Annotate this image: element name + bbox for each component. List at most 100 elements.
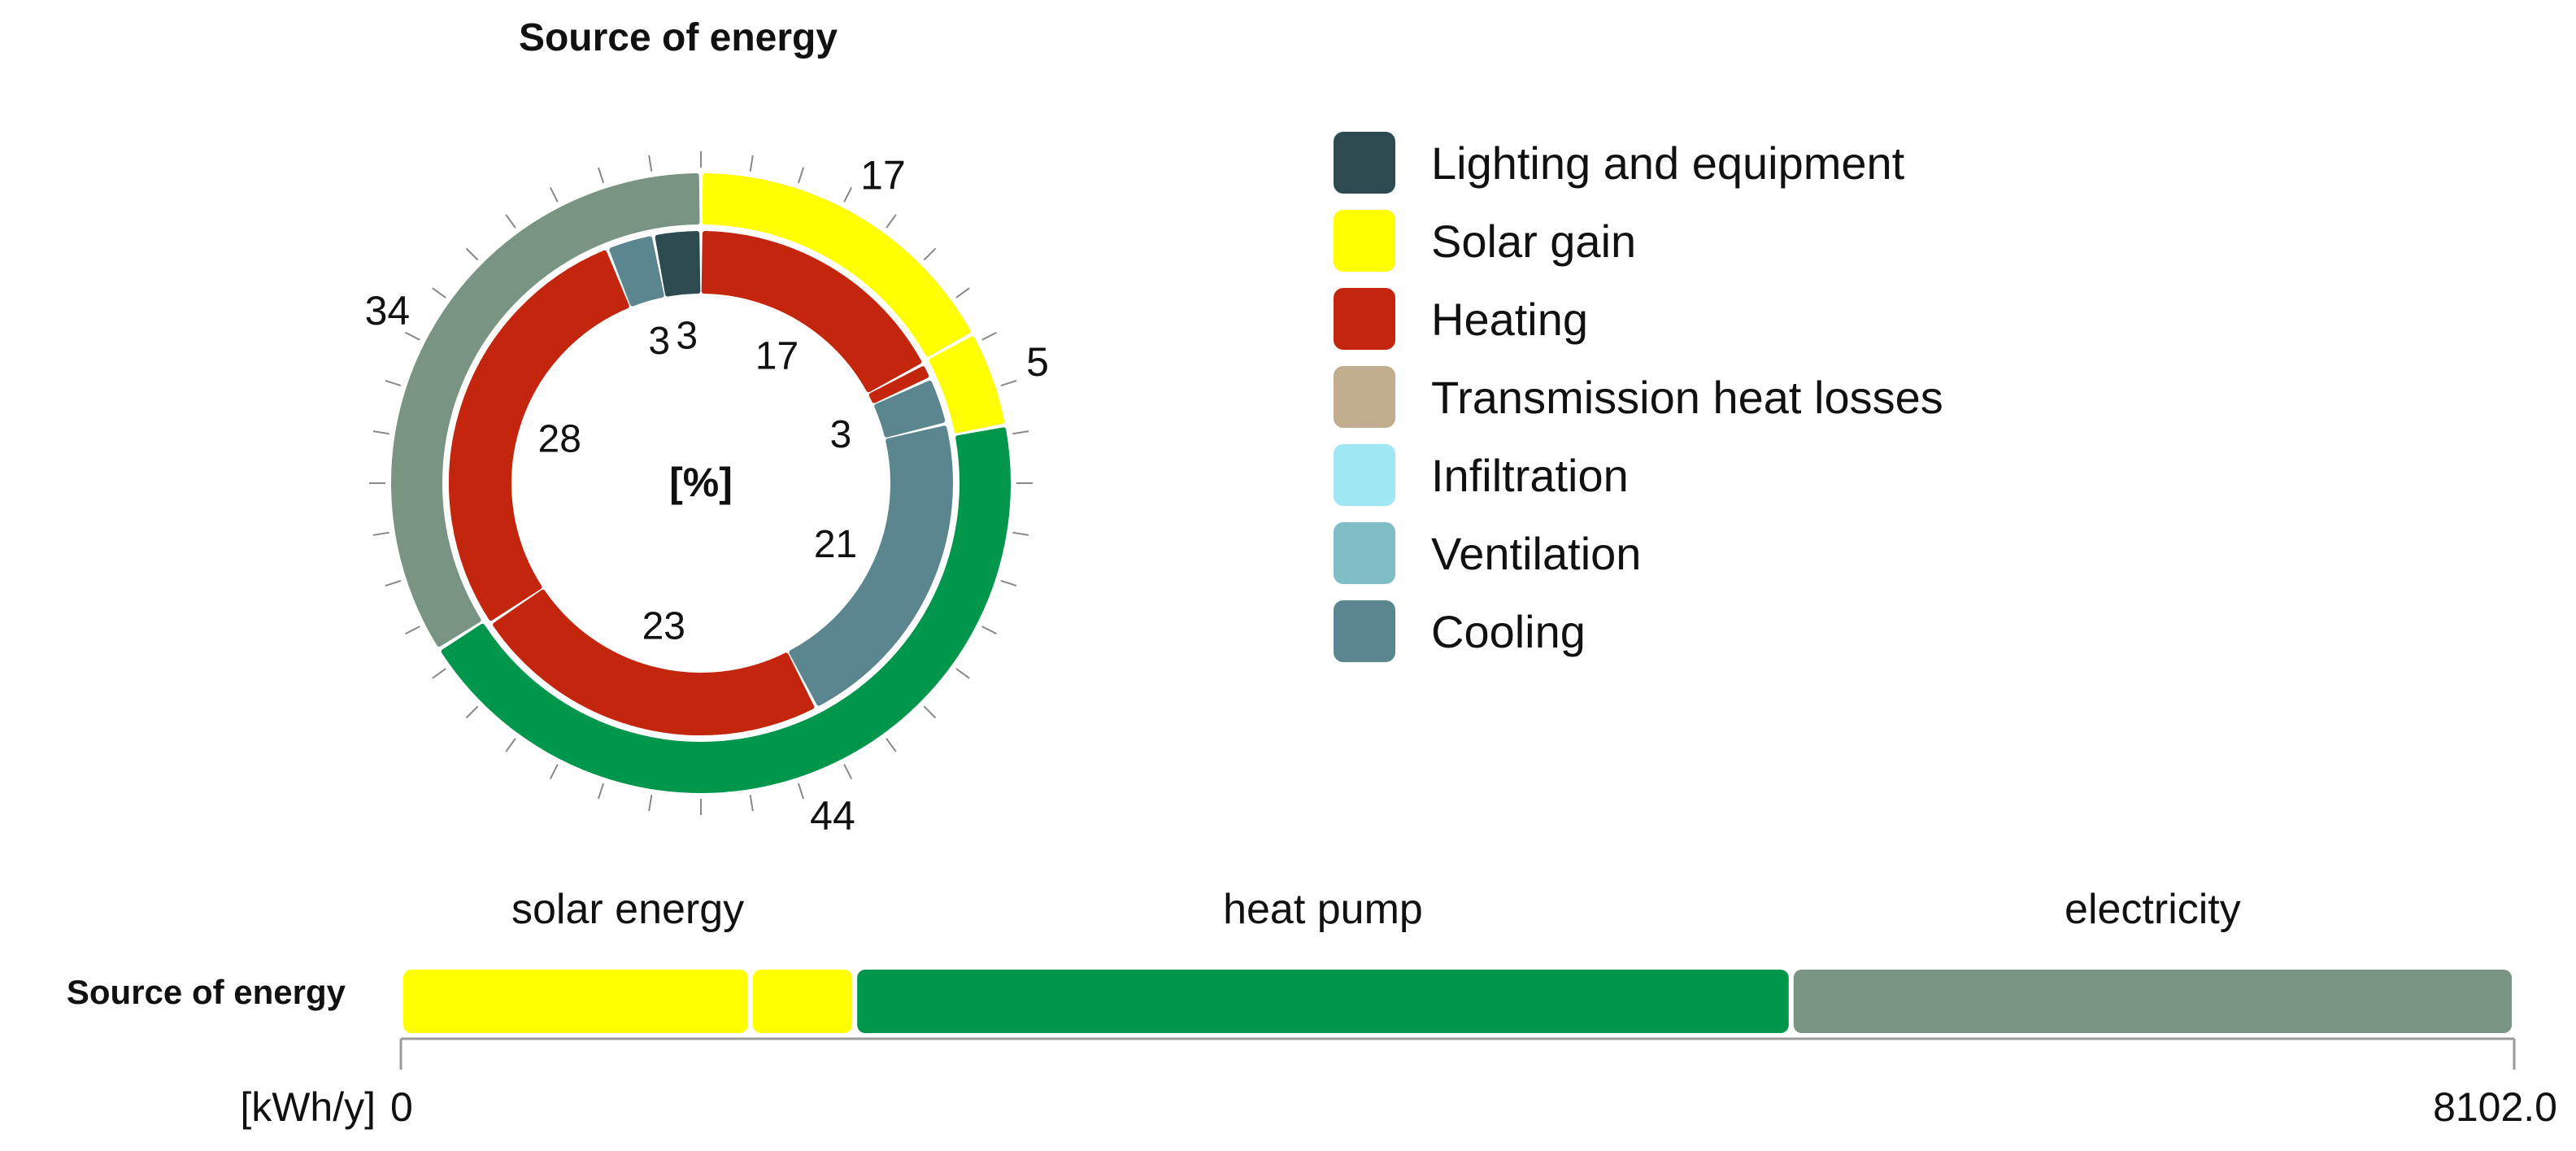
donut-center-label: [%] bbox=[669, 460, 733, 505]
donut-tick bbox=[648, 795, 653, 812]
donut-tick bbox=[749, 155, 754, 172]
legend-item-cooling: Cooling bbox=[1334, 592, 1943, 670]
outer-ring-slice bbox=[391, 173, 700, 647]
donut-tick bbox=[465, 247, 479, 261]
donut-tick bbox=[923, 705, 937, 719]
legend-item-heating: Heating bbox=[1334, 280, 1943, 358]
inner-ring-value-label: 17 bbox=[755, 334, 798, 377]
inner-ring-value-label: 28 bbox=[538, 417, 581, 460]
donut-tick bbox=[505, 738, 516, 752]
donut-title: Source of energy bbox=[519, 16, 838, 59]
bar-axis-label-min: 0 bbox=[390, 1084, 413, 1130]
donut-tick bbox=[432, 668, 446, 679]
bar-segment bbox=[1793, 970, 2512, 1033]
inner-ring-value-label: 3 bbox=[648, 320, 670, 363]
outer-ring-value-label: 44 bbox=[810, 793, 855, 839]
donut-tick bbox=[981, 331, 997, 341]
donut-tick bbox=[432, 287, 446, 299]
inner-ring-slice bbox=[789, 425, 953, 706]
donut-tick bbox=[597, 783, 605, 800]
inner-ring-value-label: 3 bbox=[830, 413, 852, 456]
bar-unit-label: [kWh/y] bbox=[240, 1084, 376, 1130]
donut-tick bbox=[505, 214, 516, 229]
donut-tick bbox=[465, 705, 479, 719]
donut-tick bbox=[797, 783, 805, 800]
legend-swatch-infiltration bbox=[1334, 444, 1395, 506]
inner-ring-value-label: 3 bbox=[676, 314, 698, 357]
donut-tick bbox=[1012, 531, 1029, 536]
legend: Lighting and equipment Solar gain Heatin… bbox=[1334, 124, 1943, 670]
inner-ring-slice bbox=[449, 250, 629, 621]
legend-swatch-solar-gain bbox=[1334, 210, 1395, 272]
donut-tick bbox=[749, 795, 754, 812]
legend-label: Solar gain bbox=[1431, 215, 1637, 267]
bar-segment bbox=[857, 970, 1789, 1033]
bar-group-label: heat pump bbox=[1223, 886, 1423, 933]
donut-tick bbox=[1000, 379, 1017, 387]
inner-ring-slice bbox=[701, 231, 922, 393]
legend-swatch-transmission bbox=[1334, 366, 1395, 428]
legend-item-transmission: Transmission heat losses bbox=[1334, 358, 1943, 436]
legend-swatch-ventilation bbox=[1334, 522, 1395, 584]
donut-tick bbox=[797, 167, 805, 184]
donut-tick bbox=[1000, 579, 1017, 587]
legend-label: Transmission heat losses bbox=[1431, 371, 1943, 423]
legend-label: Ventilation bbox=[1431, 527, 1642, 579]
legend-label: Heating bbox=[1431, 293, 1589, 345]
donut-tick bbox=[955, 668, 970, 679]
legend-item-infiltration: Infiltration bbox=[1334, 436, 1943, 514]
outer-ring-slice bbox=[929, 336, 1005, 434]
donut-tick bbox=[1012, 430, 1029, 435]
donut-tick bbox=[843, 187, 853, 203]
bar-segment bbox=[752, 970, 853, 1033]
donut-tick bbox=[372, 531, 389, 536]
donut-tick bbox=[886, 738, 897, 752]
outer-ring-value-label: 17 bbox=[860, 152, 906, 198]
outer-ring bbox=[391, 173, 1012, 793]
inner-ring-slice bbox=[874, 380, 946, 438]
bar-axis-label-max: 8102.0 bbox=[2433, 1084, 2557, 1130]
donut-tick bbox=[405, 626, 420, 635]
outer-ring-value-label: 5 bbox=[1026, 339, 1049, 385]
bar-row-label: Source of energy bbox=[67, 973, 346, 1011]
legend-swatch-heating bbox=[1334, 288, 1395, 350]
legend-label: Cooling bbox=[1431, 605, 1586, 657]
donut-tick bbox=[597, 167, 605, 184]
bar-group-labels: solar energy heat pump electricity bbox=[511, 886, 2241, 933]
donut-tick bbox=[843, 764, 853, 779]
inner-ring-slice bbox=[493, 589, 815, 735]
donut-tick-marks bbox=[369, 151, 1033, 815]
inner-ring-value-label: 21 bbox=[814, 523, 857, 566]
donut-tick bbox=[923, 247, 937, 261]
donut-tick bbox=[405, 331, 420, 341]
outer-ring-slice bbox=[441, 427, 1012, 793]
inner-ring-slice bbox=[609, 236, 664, 307]
stacked-bar bbox=[403, 970, 2512, 1033]
legend-label: Infiltration bbox=[1431, 449, 1629, 501]
donut-tick bbox=[372, 430, 389, 435]
legend-item-solar-gain: Solar gain bbox=[1334, 202, 1943, 280]
outer-ring-labels: 17 5 44 34 bbox=[365, 152, 1049, 839]
legend-item-lighting: Lighting and equipment bbox=[1334, 124, 1943, 202]
outer-ring-value-label: 34 bbox=[365, 288, 411, 334]
donut-tick bbox=[385, 379, 402, 387]
donut-tick bbox=[955, 287, 970, 299]
legend-swatch-lighting bbox=[1334, 132, 1395, 194]
donut-tick bbox=[981, 626, 997, 635]
donut-tick bbox=[886, 214, 897, 229]
donut-tick bbox=[549, 187, 559, 203]
inner-ring-slice bbox=[868, 366, 929, 403]
donut-tick bbox=[549, 764, 559, 779]
bar-segment bbox=[403, 970, 748, 1033]
legend-label: Lighting and equipment bbox=[1431, 137, 1905, 189]
donut-tick bbox=[385, 579, 402, 587]
inner-ring-slice bbox=[655, 231, 701, 297]
donut-tick bbox=[648, 155, 653, 172]
inner-ring-value-label: 23 bbox=[642, 605, 685, 648]
bar-group-label: electricity bbox=[2065, 886, 2241, 933]
legend-swatch-cooling bbox=[1334, 600, 1395, 662]
inner-ring bbox=[449, 231, 953, 735]
bar-group-label: solar energy bbox=[511, 886, 744, 933]
